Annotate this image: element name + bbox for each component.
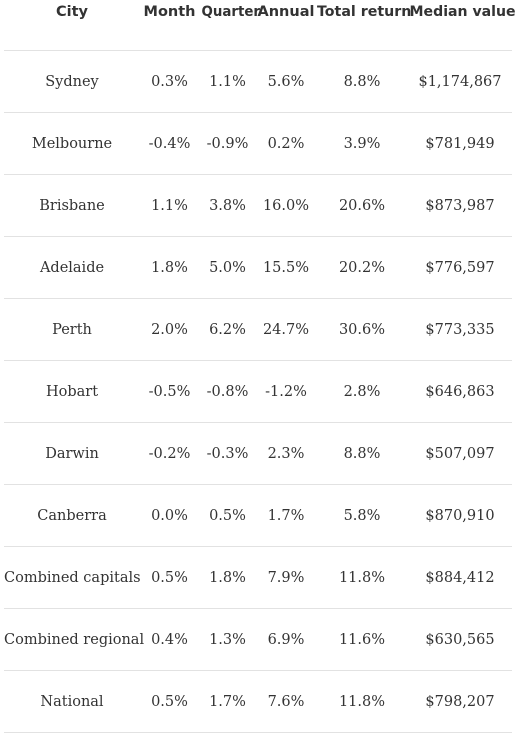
cell-median-value: $646,863 [408,360,512,423]
table-header: City Month Quarter Annual Total return M… [4,0,516,51]
header-annual: Annual [256,0,316,51]
cell-annual: 16.0% [256,174,316,237]
cell-month: -0.2% [140,422,199,485]
cell-city: Melbourne [4,112,140,175]
cell-median-value: $776,597 [408,236,512,299]
cell-quarter: 1.3% [199,608,256,671]
cell-annual: 24.7% [256,298,316,361]
cell-month: 1.8% [140,236,199,299]
cell-median-value: $884,412 [408,546,512,609]
cell-city: Sydney [4,50,140,113]
cell-month: -0.4% [140,112,199,175]
cell-month: 0.4% [140,608,199,671]
cell-total-return: 20.6% [316,174,408,237]
header-row: City Month Quarter Annual Total return M… [4,0,516,51]
table-row: Brisbane 1.1% 3.8% 16.0% 20.6% $873,987 [4,174,512,237]
table-row: Hobart -0.5% -0.8% -1.2% 2.8% $646,863 [4,360,512,423]
cell-total-return: 11.6% [316,608,408,671]
cell-annual: 7.9% [256,546,316,609]
cell-city: Canberra [4,484,140,547]
cell-median-value: $870,910 [408,484,512,547]
header-quarter-label: Quarter [201,4,261,20]
cell-total-return: 2.8% [316,360,408,423]
table-row: Darwin -0.2% -0.3% 2.3% 8.8% $507,097 [4,422,512,485]
table-row: Adelaide 1.8% 5.0% 15.5% 20.2% $776,597 [4,236,512,299]
cell-total-return: 3.9% [316,112,408,175]
cell-month: 0.0% [140,484,199,547]
table-row: Sydney 0.3% 1.1% 5.6% 8.8% $1,174,867 [4,50,512,113]
cell-quarter: -0.3% [199,422,256,485]
cell-median-value: $630,565 [408,608,512,671]
header-total-return: Total return [316,0,412,51]
cell-month: 0.5% [140,546,199,609]
cell-total-return: 20.2% [316,236,408,299]
cell-city: Hobart [4,360,140,423]
cell-annual: 5.6% [256,50,316,113]
cell-median-value: $781,949 [408,112,512,175]
cell-quarter: 3.8% [199,174,256,237]
cell-annual: 6.9% [256,608,316,671]
cell-total-return: 11.8% [316,670,408,733]
cell-quarter: 1.7% [199,670,256,733]
cell-city: Brisbane [4,174,140,237]
cell-median-value: $773,335 [408,298,512,361]
cell-city: Perth [4,298,140,361]
cell-total-return: 8.8% [316,422,408,485]
cell-quarter: 1.8% [199,546,256,609]
cell-quarter: 5.0% [199,236,256,299]
cell-month: 0.3% [140,50,199,113]
cell-total-return: 8.8% [316,50,408,113]
cell-annual: 2.3% [256,422,316,485]
cell-month: 1.1% [140,174,199,237]
table-body: Sydney 0.3% 1.1% 5.6% 8.8% $1,174,867 Me… [4,50,512,733]
table-row: Melbourne -0.4% -0.9% 0.2% 3.9% $781,949 [4,112,512,175]
cell-month: 2.0% [140,298,199,361]
header-city: City [4,0,140,51]
table-row: Canberra 0.0% 0.5% 1.7% 5.8% $870,910 [4,484,512,547]
header-quarter: Quarter [199,0,260,51]
table-row: Perth 2.0% 6.2% 24.7% 30.6% $773,335 [4,298,512,361]
header-month-label: Month [143,4,196,20]
table-row: National 0.5% 1.7% 7.6% 11.8% $798,207 [4,670,512,733]
cell-annual: 15.5% [256,236,316,299]
cell-city: Darwin [4,422,140,485]
cell-annual: 1.7% [256,484,316,547]
cell-quarter: 6.2% [199,298,256,361]
cell-city: Combined capitals [4,546,141,609]
header-median-value-label: Median value [409,4,516,20]
cell-month: -0.5% [140,360,199,423]
header-annual-label: Annual [257,4,315,20]
cell-quarter: 1.1% [199,50,256,113]
cell-annual: 0.2% [256,112,316,175]
cell-median-value: $798,207 [408,670,512,733]
cell-total-return: 5.8% [316,484,408,547]
housing-values-table: City Month Quarter Annual Total return M… [4,0,516,733]
cell-median-value: $1,174,867 [408,50,512,113]
cell-month: 0.5% [140,670,199,733]
cell-median-value: $873,987 [408,174,512,237]
cell-total-return: 30.6% [316,298,408,361]
table-row: Combined regional 0.4% 1.3% 6.9% 11.6% $… [4,608,512,671]
table-row: Combined capitals 0.5% 1.8% 7.9% 11.8% $… [4,546,512,609]
cell-city: National [4,670,140,733]
cell-annual: 7.6% [256,670,316,733]
cell-city: Combined regional [4,608,144,671]
header-total-return-label: Total return [317,4,412,20]
cell-quarter: -0.9% [199,112,256,175]
cell-quarter: -0.8% [199,360,256,423]
header-city-label: City [56,4,88,20]
cell-annual: -1.2% [256,360,316,423]
cell-city: Adelaide [4,236,140,299]
header-median-value: Median value [408,0,516,51]
cell-total-return: 11.8% [316,546,408,609]
cell-quarter: 0.5% [199,484,256,547]
cell-median-value: $507,097 [408,422,512,485]
header-month: Month [140,0,199,51]
